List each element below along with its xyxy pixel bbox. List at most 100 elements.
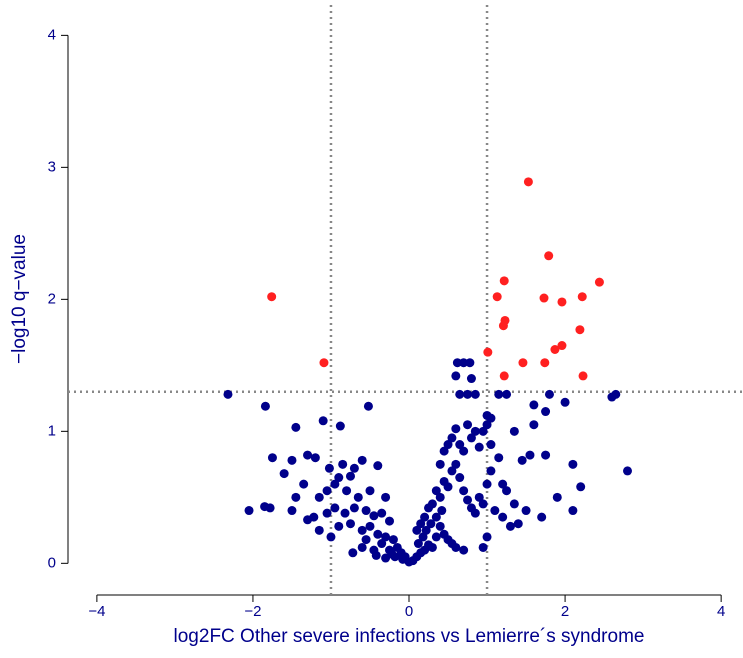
y-tick-label: 4 <box>48 26 56 43</box>
point <box>552 492 562 502</box>
point <box>435 492 445 502</box>
point <box>470 508 480 518</box>
point <box>357 525 367 535</box>
point <box>330 503 340 513</box>
point <box>544 251 554 261</box>
point <box>345 471 355 481</box>
point <box>322 508 332 518</box>
point <box>478 542 488 552</box>
point <box>517 455 527 465</box>
point <box>451 371 461 381</box>
point <box>322 486 332 496</box>
point <box>279 469 289 479</box>
point <box>463 420 473 430</box>
point <box>486 440 496 450</box>
point <box>330 479 340 489</box>
point <box>439 446 449 456</box>
point <box>431 532 441 542</box>
point <box>287 506 297 516</box>
point <box>412 525 422 535</box>
point <box>363 401 373 411</box>
point <box>502 486 512 496</box>
point <box>465 358 475 368</box>
point <box>357 542 367 552</box>
point <box>435 459 445 469</box>
point <box>550 344 560 354</box>
point <box>541 407 551 417</box>
point <box>413 539 423 549</box>
point <box>365 521 375 531</box>
point <box>314 492 324 502</box>
point <box>345 519 355 529</box>
point <box>576 482 586 492</box>
point <box>611 389 621 399</box>
point <box>459 545 469 555</box>
point <box>455 473 465 483</box>
point <box>452 358 462 368</box>
point <box>521 506 531 516</box>
point <box>421 525 431 535</box>
point <box>371 550 381 560</box>
point <box>455 440 465 450</box>
point <box>486 466 496 476</box>
point <box>324 463 334 473</box>
point <box>223 389 233 399</box>
point <box>578 371 588 381</box>
point <box>459 486 469 496</box>
point <box>353 492 363 502</box>
point <box>447 433 457 443</box>
point <box>348 548 358 558</box>
point <box>539 293 549 303</box>
point <box>518 358 528 368</box>
x-tick-label: 2 <box>561 603 569 620</box>
point <box>490 506 500 516</box>
point <box>463 389 473 399</box>
point <box>387 549 397 559</box>
point <box>314 525 324 535</box>
point <box>377 508 387 518</box>
point <box>557 341 567 351</box>
point <box>369 511 379 521</box>
point <box>478 499 488 509</box>
y-tick-label: 3 <box>48 158 56 175</box>
point <box>470 426 480 436</box>
point <box>537 512 547 522</box>
point <box>474 442 484 452</box>
point <box>494 453 504 463</box>
point <box>265 503 275 513</box>
point <box>357 455 367 465</box>
point <box>365 486 375 496</box>
x-tick-label: 0 <box>405 603 413 620</box>
point <box>420 512 430 522</box>
point <box>319 358 329 368</box>
point <box>498 512 508 522</box>
point <box>340 508 350 518</box>
point <box>529 400 539 410</box>
point <box>557 297 567 307</box>
point <box>502 389 512 399</box>
point <box>427 542 437 552</box>
point <box>478 426 488 436</box>
point <box>267 453 277 463</box>
point <box>431 512 441 522</box>
point <box>451 459 461 469</box>
y-tick-label: 1 <box>48 422 56 439</box>
point <box>447 466 457 476</box>
point <box>474 492 484 502</box>
point <box>377 539 387 549</box>
point <box>287 455 297 465</box>
point <box>361 535 371 545</box>
y-axis-label: −log10 q−value <box>9 234 30 364</box>
point <box>260 401 270 411</box>
point <box>459 358 469 368</box>
point <box>334 521 344 531</box>
point <box>451 424 461 434</box>
point <box>299 479 309 489</box>
point <box>466 374 476 384</box>
point <box>482 420 492 430</box>
point <box>499 371 509 381</box>
point <box>291 492 301 502</box>
point <box>426 519 436 529</box>
x-tick-label: 4 <box>717 603 725 620</box>
